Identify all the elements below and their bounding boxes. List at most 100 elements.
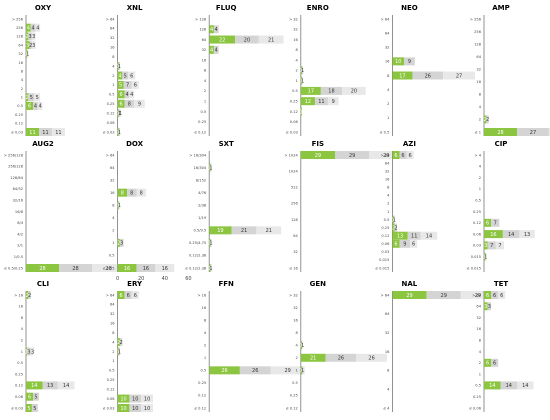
- bar-segment: [300, 76, 302, 85]
- bar-value-label: 2: [117, 340, 120, 346]
- y-tick-label: 0.5: [109, 254, 115, 258]
- bar-value-label: 10: [144, 396, 150, 402]
- y-tick-label: 2: [387, 102, 389, 106]
- bar-value-label: 4: [215, 27, 218, 33]
- bar-segment: [127, 188, 137, 197]
- y-tick-label: 0.015: [379, 258, 389, 262]
- y-tick-label: ≤ 0.03: [11, 130, 23, 134]
- bar-value-label: 11: [411, 234, 417, 240]
- bar-segment: [38, 128, 52, 136]
- y-tick-label: 8: [21, 69, 24, 73]
- bar-segment: [213, 45, 219, 54]
- y-tick-label: 4: [204, 331, 207, 335]
- bar-value-label: 1: [301, 368, 304, 374]
- bar-value-label: 16: [143, 266, 149, 272]
- y-tick-label: ≤ 0.12: [286, 406, 298, 410]
- bar-segment: [141, 394, 153, 403]
- bar-segment: [129, 404, 142, 412]
- y-tick-label: ≤ 0.03: [286, 130, 298, 134]
- y-tick-label: 4/2: [17, 232, 23, 236]
- bar-segment: [270, 366, 305, 375]
- y-tick-label: > 32: [289, 293, 298, 297]
- bar-value-label: 4: [210, 27, 213, 33]
- y-tick-label: 16: [202, 306, 207, 310]
- y-tick-label: 1: [21, 96, 23, 100]
- y-tick-label: 0.25: [15, 372, 23, 376]
- y-tick-label: 0.12: [107, 111, 115, 115]
- y-tick-label: 0.5: [475, 384, 481, 388]
- y-tick-label: > 256/128: [4, 153, 24, 157]
- y-tick-label: 16: [110, 46, 115, 50]
- bar-segment: [399, 151, 407, 159]
- bar-value-label: 26: [368, 356, 374, 362]
- bar-segment: [27, 347, 31, 356]
- y-tick-label: 8/152: [196, 178, 206, 182]
- y-tick-label: > 256: [12, 17, 24, 21]
- panel-title: SXT: [219, 140, 234, 148]
- bar-value-label: 1: [391, 217, 394, 223]
- bar-value-label: 2: [484, 117, 487, 123]
- bar-value-label: 3: [31, 349, 34, 355]
- y-tick-label: 0.12: [290, 110, 298, 114]
- bar-segment: [235, 35, 259, 44]
- bar-segment: [117, 291, 125, 299]
- bar-segment: [392, 223, 395, 232]
- bar-value-label: 1: [300, 78, 303, 84]
- bar-value-label: 3: [29, 34, 32, 40]
- bar-value-label: 29: [284, 368, 290, 374]
- bar-segment: [484, 291, 492, 299]
- bar-value-label: 28: [39, 266, 45, 272]
- bar-segment: [30, 23, 36, 32]
- bar-value-label: 6: [394, 242, 397, 248]
- bar-segment: [128, 71, 136, 80]
- bar-segment: [118, 109, 120, 118]
- bar-value-label: 26: [252, 368, 258, 374]
- bar-value-label: 1: [209, 266, 212, 272]
- bar-value-label: 2: [120, 340, 123, 346]
- bar-segment: [31, 41, 36, 50]
- bar-value-label: 21: [268, 37, 274, 43]
- y-tick-label: 16: [110, 191, 115, 195]
- y-tick-label: 2: [21, 87, 23, 91]
- bar-segment: [399, 239, 411, 248]
- bar-segment: [124, 99, 135, 108]
- bar-segment: [117, 188, 128, 197]
- y-tick-label: 32: [476, 316, 481, 320]
- bar-segment: [495, 241, 505, 250]
- y-tick-label: 8: [204, 318, 207, 322]
- bar-segment: [209, 226, 232, 235]
- bar-segment: [210, 238, 212, 247]
- bar-value-label: 3: [26, 43, 29, 49]
- y-tick-label: 0.06: [473, 232, 482, 236]
- bar-segment: [117, 71, 123, 80]
- y-tick-label: 0.12: [15, 122, 23, 126]
- y-tick-label: 0.03: [381, 250, 389, 254]
- panel-sxt: SXT > 16/304 16/304 8/152 4/76 2/38 1/19 0.5/9.…: [185, 140, 282, 272]
- panel-title: NAL: [402, 280, 418, 288]
- bar-value-label: 3: [484, 243, 487, 249]
- y-tick-label: 32: [476, 68, 481, 72]
- y-tick-label: ≤ 0.25: [102, 266, 114, 270]
- bar-segment: [28, 93, 35, 102]
- bar-segment: [498, 291, 506, 299]
- bar-value-label: 6: [120, 92, 123, 98]
- y-tick-label: 0.25: [473, 395, 481, 399]
- bar-segment: [117, 347, 119, 356]
- y-tick-label: 1: [387, 116, 389, 120]
- bar-segment: [123, 80, 132, 89]
- bar-value-label: 5: [34, 395, 37, 401]
- bar-value-label: 2: [392, 225, 395, 231]
- bar-segment: [119, 238, 124, 247]
- bar-value-label: 1: [117, 130, 120, 136]
- bar-segment: [491, 358, 499, 367]
- bar-segment: [369, 151, 404, 159]
- bar-value-label: 19: [217, 228, 223, 234]
- bar-segment: [209, 366, 240, 375]
- bar-value-label: 9: [408, 59, 411, 65]
- y-tick-label: 4: [479, 165, 482, 169]
- bar-segment: [26, 264, 60, 272]
- bar-segment: [300, 366, 302, 375]
